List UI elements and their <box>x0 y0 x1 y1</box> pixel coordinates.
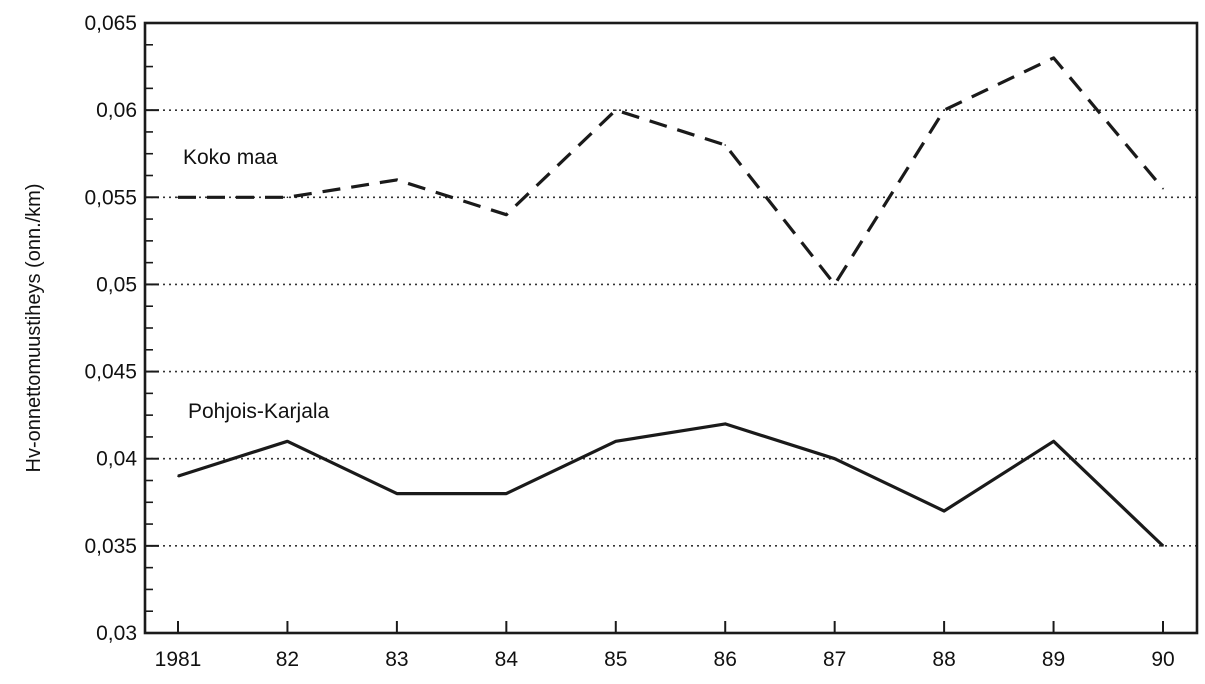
y-axis-title: Hv-onnettomuustiheys (onn./km) <box>23 183 45 472</box>
data-point <box>1052 440 1055 443</box>
data-point <box>614 109 617 111</box>
series-lines <box>177 56 1165 548</box>
series-line-2 <box>177 422 1165 548</box>
x-tick-label: 89 <box>1042 648 1065 671</box>
x-tick-label: 86 <box>714 648 737 671</box>
data-point <box>396 492 398 495</box>
y-tick-label: 0,035 <box>84 535 137 558</box>
labels: Hv-onnettomuustiheys (onn./km) Koko maa P… <box>23 146 330 473</box>
x-tick-label: 85 <box>604 648 627 671</box>
data-point <box>1052 57 1055 59</box>
data-point <box>505 213 508 216</box>
data-point <box>1162 545 1164 547</box>
data-point <box>943 510 945 512</box>
axes: 0,03 0,035 0,04 0,045 0,05 0,055 0,06 0,065 1981… <box>84 12 1199 671</box>
x-tick-label: 1981 <box>155 648 202 671</box>
data-point <box>177 475 179 477</box>
data-point <box>505 492 508 495</box>
x-tick-label: 83 <box>385 648 408 671</box>
gridlines <box>145 109 1197 547</box>
series-line-1 <box>178 56 1165 286</box>
data-point <box>833 283 836 286</box>
y-tick-label: 0,06 <box>96 99 137 122</box>
x-tick-label: 84 <box>495 648 519 671</box>
data-point <box>396 179 398 181</box>
x-tick-label: 82 <box>276 648 299 671</box>
data-point <box>286 196 289 199</box>
y-tick-label: 0,05 <box>96 273 137 296</box>
series-label-2: Pohjois-Karjala <box>188 400 330 423</box>
data-point <box>833 457 836 460</box>
x-tick-label: 90 <box>1151 648 1174 671</box>
x-tick-label: 88 <box>932 648 955 671</box>
x-tick-label: 87 <box>823 648 846 671</box>
plot-frame <box>143 21 1199 635</box>
series-label-1: Koko maa <box>183 146 278 169</box>
data-point <box>286 440 289 443</box>
y-tick-label: 0,04 <box>96 448 137 471</box>
data-point <box>943 109 945 111</box>
y-tick-label: 0,03 <box>96 622 137 645</box>
data-point <box>724 144 727 146</box>
data-point <box>1162 187 1164 190</box>
data-point <box>724 423 727 425</box>
data-point <box>177 196 179 199</box>
y-tick-label: 0,065 <box>84 12 137 35</box>
data-point <box>614 440 617 443</box>
y-tick-label: 0,045 <box>84 361 137 384</box>
y-tick-label: 0,055 <box>84 186 137 209</box>
